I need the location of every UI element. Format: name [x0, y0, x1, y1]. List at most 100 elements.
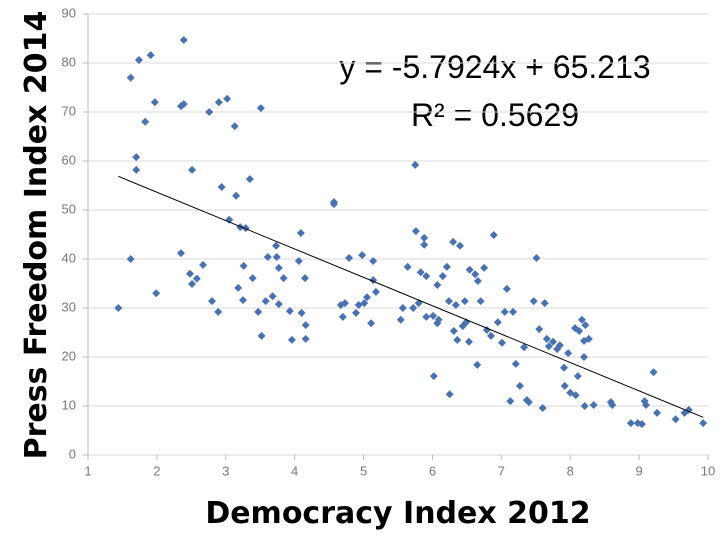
point: [589, 401, 598, 410]
point: [626, 419, 635, 428]
point: [126, 73, 135, 82]
x-tick-label: 3: [222, 463, 229, 478]
point: [185, 269, 194, 278]
point: [535, 325, 544, 334]
y-tick-label: 50: [62, 201, 76, 216]
point: [232, 191, 241, 200]
point: [230, 122, 239, 131]
point: [460, 297, 469, 306]
point: [360, 299, 369, 308]
point: [371, 287, 380, 296]
annotation: R² = 0.5629: [411, 97, 579, 133]
point: [254, 307, 263, 316]
point: [279, 274, 288, 283]
x-tick-label: 5: [360, 463, 367, 478]
point: [509, 307, 518, 316]
point: [473, 360, 482, 369]
point: [301, 334, 310, 343]
point: [248, 274, 257, 283]
point: [188, 165, 197, 174]
point: [272, 241, 281, 250]
point: [456, 241, 464, 250]
point: [471, 270, 480, 279]
point: [114, 304, 123, 312]
y-tick-label: 60: [62, 152, 76, 167]
point: [532, 254, 541, 263]
point: [214, 307, 223, 316]
point: [287, 335, 296, 344]
point: [126, 255, 135, 263]
point: [236, 223, 245, 232]
x-tick-label: 1: [84, 463, 91, 478]
point: [482, 326, 491, 335]
point: [544, 342, 553, 351]
y-tick-label: 40: [62, 250, 76, 265]
point: [225, 215, 234, 224]
point: [152, 289, 161, 298]
point: [453, 335, 462, 344]
point: [345, 254, 354, 263]
point: [649, 368, 658, 377]
point: [560, 363, 569, 372]
point: [489, 230, 498, 239]
point: [506, 397, 515, 406]
point: [398, 304, 407, 312]
x-tick-label: 10: [701, 463, 715, 478]
point: [188, 279, 197, 288]
y-tick-label: 20: [62, 348, 76, 363]
point: [581, 321, 590, 330]
point: [502, 284, 511, 293]
point: [272, 253, 281, 262]
point: [637, 420, 646, 429]
point: [411, 160, 420, 169]
point: [449, 237, 458, 246]
point: [524, 398, 533, 407]
point: [217, 182, 226, 191]
point: [480, 263, 489, 272]
point: [268, 292, 277, 301]
point: [493, 318, 502, 327]
point: [442, 262, 451, 271]
point: [179, 100, 188, 109]
x-tick-label: 4: [291, 463, 298, 478]
point: [146, 51, 155, 60]
point: [199, 260, 208, 269]
x-axis-label: Democracy Index 2012: [205, 496, 590, 531]
point: [584, 334, 593, 343]
y-tick-label: 80: [62, 54, 76, 69]
point: [294, 256, 303, 265]
point: [263, 253, 272, 262]
point: [179, 35, 188, 44]
point: [420, 233, 429, 242]
point: [416, 268, 425, 277]
point: [205, 108, 214, 116]
point: [239, 296, 247, 305]
point: [699, 419, 708, 428]
trendline: [118, 175, 704, 418]
point: [329, 200, 338, 209]
y-tick-label: 30: [62, 299, 76, 314]
point: [434, 315, 443, 324]
point: [239, 261, 248, 270]
point: [245, 175, 254, 184]
point: [132, 165, 141, 174]
point: [338, 312, 347, 321]
point: [580, 353, 588, 361]
point: [564, 349, 573, 358]
point: [150, 98, 159, 107]
point: [438, 272, 447, 281]
point: [573, 372, 582, 381]
point: [445, 390, 454, 399]
point: [363, 293, 371, 302]
point: [540, 299, 549, 308]
point: [487, 331, 495, 340]
point: [192, 274, 201, 283]
y-tick-label: 10: [62, 397, 76, 412]
x-tick-label: 9: [635, 463, 642, 478]
point: [351, 308, 360, 317]
point: [580, 402, 589, 410]
point: [301, 274, 309, 283]
point: [285, 306, 294, 315]
point: [500, 307, 509, 316]
point: [608, 401, 617, 410]
